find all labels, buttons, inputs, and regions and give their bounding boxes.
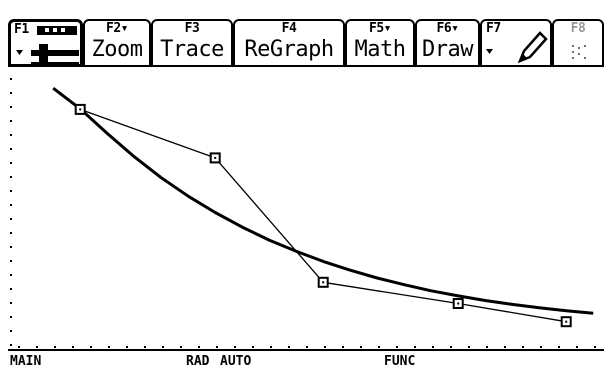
y-tick: [10, 330, 12, 332]
toolbar: F1 F2▾ Zoom F3 Trace F4 ReGraph: [8, 19, 604, 69]
x-tick: [198, 346, 200, 348]
data-point-center: [322, 281, 325, 284]
status-angle-mode: RAD: [186, 354, 210, 369]
x-tick: [594, 346, 596, 348]
x-tick: [306, 346, 308, 348]
y-tick: [10, 162, 12, 164]
x-tick: [216, 346, 218, 348]
y-tick: [10, 176, 12, 178]
x-tick: [378, 346, 380, 348]
x-tick: [342, 346, 344, 348]
y-tick: [10, 92, 12, 94]
x-tick: [36, 346, 38, 348]
regraph-menu-tab[interactable]: F4 ReGraph: [233, 19, 345, 67]
x-tick: [450, 346, 452, 348]
y-tick: [10, 316, 12, 318]
y-tick: [10, 246, 12, 248]
trace-menu-label: Trace: [160, 37, 224, 62]
zoom-menu-label: Zoom: [91, 37, 143, 62]
y-tick: [10, 190, 12, 192]
pencil-icon: [486, 31, 548, 64]
x-tick: [162, 346, 164, 348]
pen-menu-key: F7: [486, 21, 501, 36]
trace-menu-tab[interactable]: F3 Trace: [151, 19, 233, 67]
x-tick: [432, 346, 434, 348]
y-tick: [10, 288, 12, 290]
x-tick: [540, 346, 542, 348]
connected-data-line: [79, 108, 567, 323]
regraph-menu-label: ReGraph: [244, 37, 334, 62]
draw-menu-key: F6▾: [436, 21, 459, 36]
x-tick: [108, 346, 110, 348]
math-menu-tab[interactable]: F5▾ Math: [345, 19, 415, 67]
x-tick: [396, 346, 398, 348]
pen-menu-tab[interactable]: F7: [480, 19, 552, 67]
x-tick: [288, 346, 290, 348]
x-tick: [504, 346, 506, 348]
tools-menu-key: F1: [14, 22, 29, 37]
misc-icon: [572, 45, 586, 59]
x-tick: [270, 346, 272, 348]
f8-menu-key: F8: [570, 21, 586, 36]
y-axis-ticks: [10, 78, 12, 346]
y-tick: [10, 260, 12, 262]
draw-menu-label: Draw: [422, 37, 473, 62]
tools-icon: [16, 26, 79, 66]
status-bar: MAIN RAD AUTO FUNC: [8, 349, 604, 371]
y-tick: [10, 204, 12, 206]
x-tick: [144, 346, 146, 348]
y-tick: [10, 232, 12, 234]
status-folder: MAIN: [10, 354, 42, 369]
data-point-center: [565, 320, 568, 323]
x-tick: [558, 346, 560, 348]
f8-menu-tab[interactable]: F8: [552, 19, 604, 67]
x-tick: [576, 346, 578, 348]
zoom-menu-key: F2▾: [106, 21, 128, 36]
y-tick: [10, 120, 12, 122]
x-tick: [234, 346, 236, 348]
y-tick: [10, 134, 12, 136]
tools-menu-tab[interactable]: F1: [8, 19, 83, 67]
x-tick: [54, 346, 56, 348]
y-tick: [10, 106, 12, 108]
x-axis-ticks: [18, 346, 596, 348]
x-tick: [324, 346, 326, 348]
x-tick: [180, 346, 182, 348]
status-graph-mode: FUNC: [384, 354, 416, 369]
math-menu-key: F5▾: [369, 21, 391, 36]
y-tick: [10, 274, 12, 276]
math-menu-label: Math: [354, 37, 406, 62]
data-point-center: [457, 302, 460, 305]
x-tick: [360, 346, 362, 348]
draw-menu-tab[interactable]: F6▾ Draw: [415, 19, 480, 67]
x-tick: [90, 346, 92, 348]
y-tick: [10, 218, 12, 220]
data-point-center: [79, 108, 82, 111]
curve-line: [52, 87, 594, 315]
x-tick: [468, 346, 470, 348]
x-tick: [72, 346, 74, 348]
y-tick: [10, 148, 12, 150]
y-tick: [10, 302, 12, 304]
x-tick: [522, 346, 524, 348]
data-point-center: [214, 156, 217, 159]
trace-menu-key: F3: [184, 21, 200, 36]
regraph-menu-key: F4: [281, 21, 297, 36]
zoom-menu-tab[interactable]: F2▾ Zoom: [83, 19, 151, 67]
x-tick: [252, 346, 254, 348]
y-tick: [10, 344, 12, 346]
x-tick: [486, 346, 488, 348]
y-tick: [10, 78, 12, 80]
x-tick: [414, 346, 416, 348]
x-tick: [18, 346, 20, 348]
x-tick: [126, 346, 128, 348]
status-exact-mode: AUTO: [220, 354, 252, 369]
